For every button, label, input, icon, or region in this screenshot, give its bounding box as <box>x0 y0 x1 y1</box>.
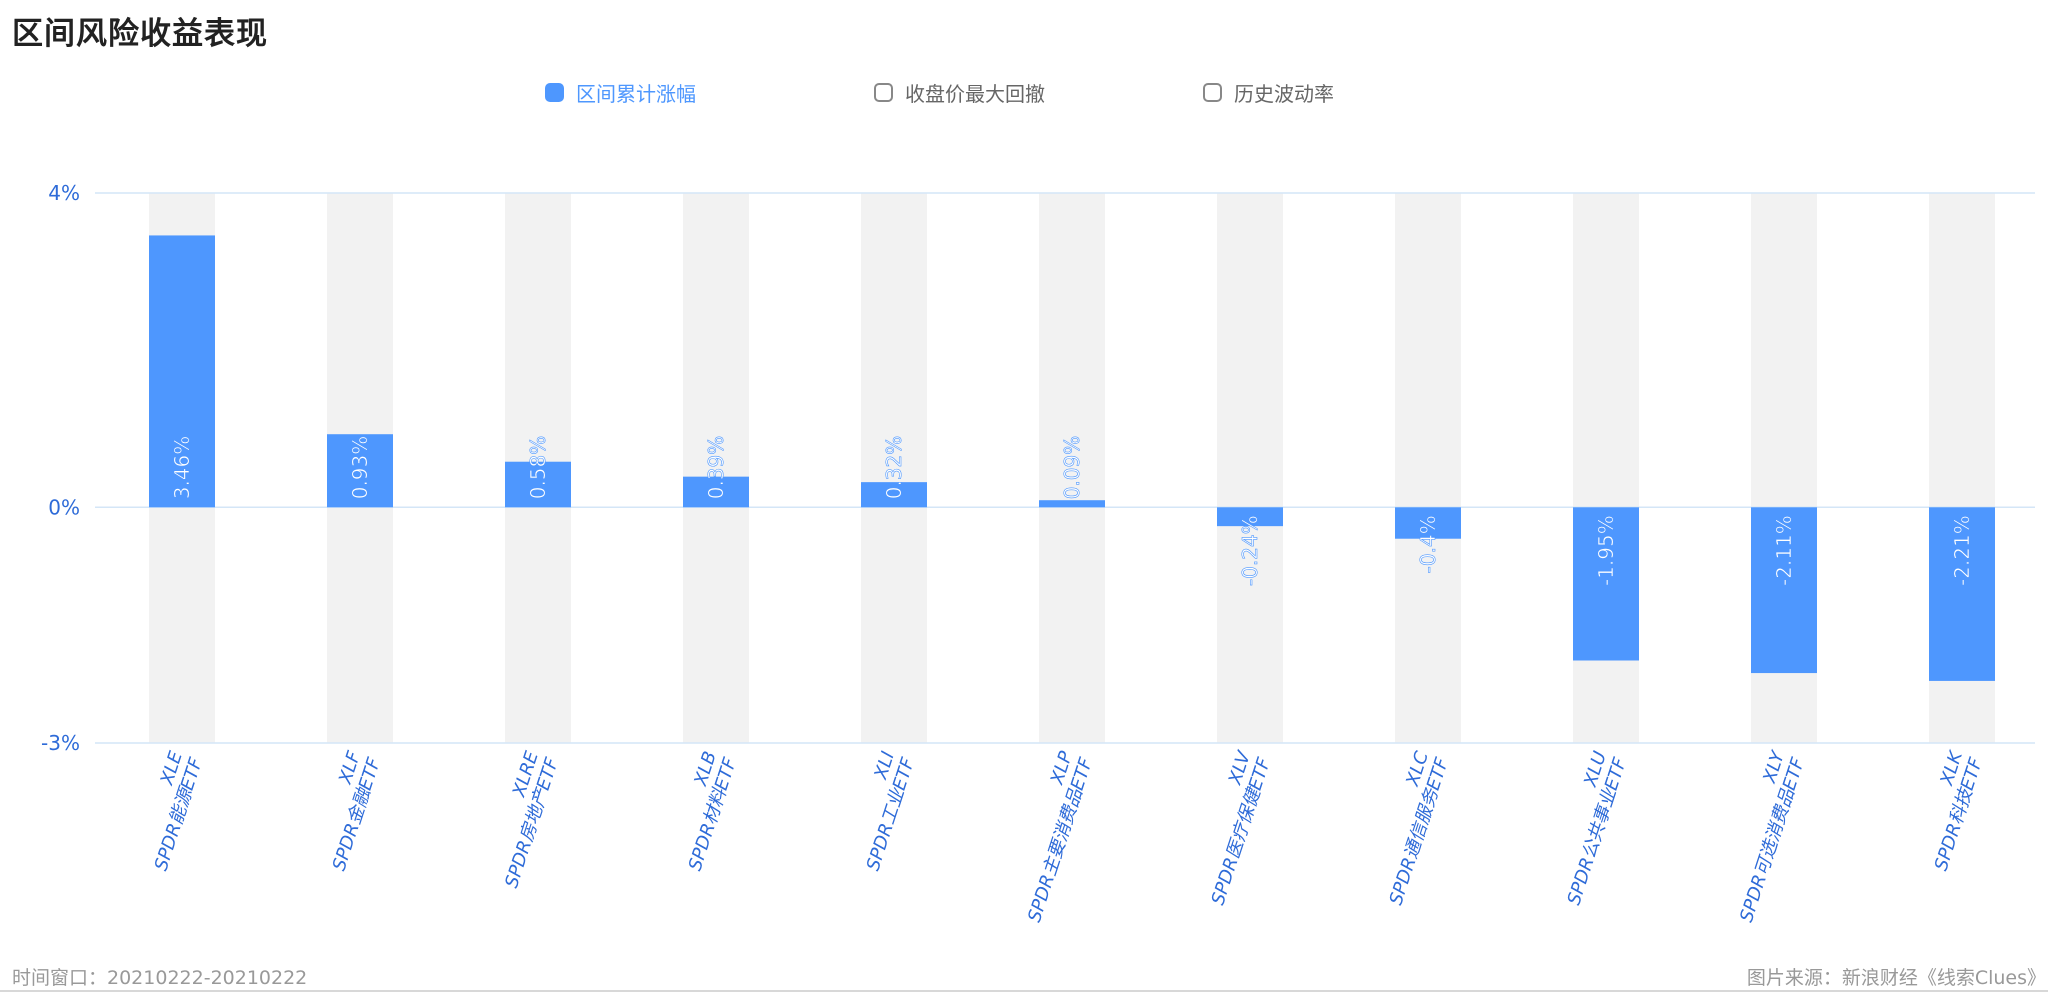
bar <box>683 476 749 508</box>
bar <box>505 461 571 508</box>
bar <box>1929 507 1995 681</box>
legend: 区间累计涨幅 收盘价最大回撤 历史波动率 <box>0 78 2048 112</box>
category-band <box>1217 193 1283 743</box>
category-band <box>1395 193 1461 743</box>
data-label: 0.93% <box>348 436 372 500</box>
page-title: 区间风险收益表现 <box>12 16 268 52</box>
time-window-note: 时间窗口：20210222-20210222 <box>12 967 308 989</box>
data-label: -2.21% <box>1950 515 1974 586</box>
data-label: 3.46% <box>170 436 194 500</box>
legend-checkbox[interactable] <box>545 83 564 102</box>
legend-label: 历史波动率 <box>1234 82 1334 106</box>
legend-checkbox[interactable] <box>1203 83 1222 102</box>
y-tick-label: 4% <box>48 181 80 205</box>
data-label: -2.11% <box>1772 515 1796 586</box>
legend-checkbox[interactable] <box>874 83 893 102</box>
data-label: 0.09% <box>1060 436 1084 500</box>
legend-label: 收盘价最大回撤 <box>905 82 1045 106</box>
legend-item-max-drawdown[interactable]: 收盘价最大回撤 <box>874 78 1045 107</box>
y-axis-ticks: 4% 0% -3% <box>41 181 80 755</box>
category-band <box>683 193 749 743</box>
bar <box>149 235 215 508</box>
bar <box>1573 507 1639 661</box>
y-tick-label: -3% <box>41 731 80 755</box>
y-tick-label: 0% <box>48 495 80 519</box>
data-label: -0.24% <box>1238 515 1262 586</box>
bar <box>327 434 393 508</box>
bar <box>1039 500 1105 508</box>
category-band <box>861 193 927 743</box>
data-label: -0.4% <box>1416 515 1440 573</box>
bar <box>1751 507 1817 674</box>
legend-item-volatility[interactable]: 历史波动率 <box>1203 78 1334 107</box>
data-label: 0.58% <box>526 436 550 500</box>
bars <box>149 235 1995 681</box>
image-source-note: 图片来源：新浪财经《线索Clues》 <box>1746 967 2046 989</box>
bar <box>861 482 927 508</box>
bar-chart: 3.46% 0.93% 0.58% 0.39% 0.32% 0.09% -0.24% -0.4… <box>41 181 2035 925</box>
data-label: -1.95% <box>1594 515 1618 586</box>
data-label: 0.32% <box>882 436 906 500</box>
data-labels: 3.46% 0.93% 0.58% 0.39% 0.32% 0.09% -0.24% -0.4… <box>170 435 1975 586</box>
footer-divider <box>0 990 2048 992</box>
legend-item-cumulative-gain[interactable]: 区间累计涨幅 <box>545 78 696 107</box>
legend-label: 区间累计涨幅 <box>576 82 696 106</box>
bar <box>1395 507 1461 539</box>
data-label: 0.39% <box>704 436 728 500</box>
category-band <box>1039 193 1105 743</box>
bar <box>1217 507 1283 527</box>
